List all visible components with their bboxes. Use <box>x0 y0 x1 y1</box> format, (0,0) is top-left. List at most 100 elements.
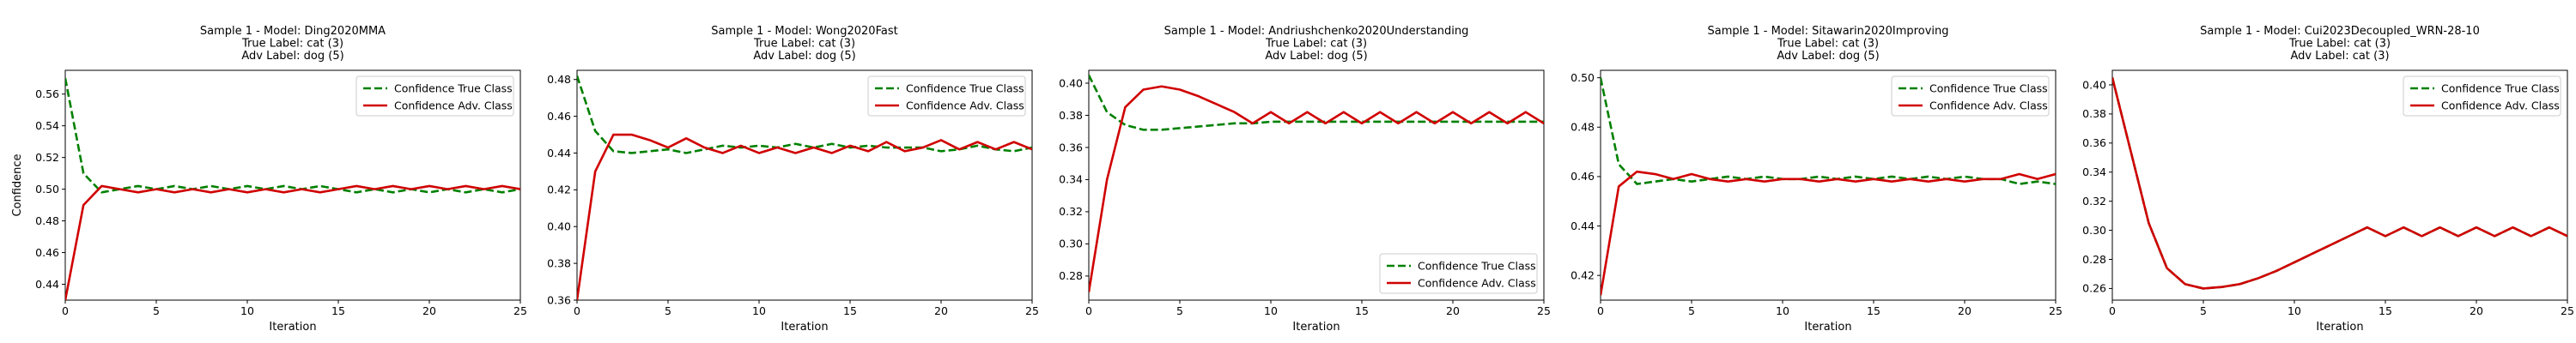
y-tick-label: 0.36 <box>547 293 571 306</box>
y-tick-label: 0.38 <box>1059 109 1083 122</box>
x-axis-label: Iteration <box>781 321 828 334</box>
chart-title-line-1: Sample 1 - Model: Andriushchenko2020Unde… <box>1164 25 1469 38</box>
chart-title-line-2: True Label: cat (3) <box>1777 38 1879 51</box>
y-tick-label: 0.34 <box>1059 173 1083 186</box>
x-tick-label: 5 <box>1688 304 1695 317</box>
y-tick-label: 0.44 <box>547 147 571 159</box>
y-tick-label: 0.48 <box>35 214 59 227</box>
y-tick-label: 0.32 <box>1059 205 1083 218</box>
y-tick-label: 0.46 <box>1571 170 1595 183</box>
legend-entry-true-class-label: Confidence True Class <box>1418 260 1536 273</box>
x-tick-label: 15 <box>843 304 857 317</box>
x-tick-label: 10 <box>752 304 766 317</box>
legend: Confidence True Class Confidence Adv. Cla… <box>1891 75 2050 117</box>
x-tick-label: 20 <box>934 304 948 317</box>
x-tick-label: 10 <box>1264 304 1278 317</box>
legend-entry-adv-class-label: Confidence Adv. Class <box>906 99 1024 112</box>
legend: Confidence True Class Confidence Adv. Cla… <box>1379 253 1538 294</box>
x-tick-label: 25 <box>1537 304 1551 317</box>
x-tick-label: 5 <box>665 304 671 317</box>
series-line-true-class <box>577 75 1032 154</box>
y-tick-label: 0.36 <box>1059 141 1083 153</box>
y-tick-label: 0.40 <box>547 220 571 233</box>
x-tick-label: 0 <box>574 304 580 317</box>
chart-title-line-3: Adv Label: dog (5) <box>241 50 343 63</box>
y-tick-label: 0.48 <box>547 73 571 86</box>
x-tick-label: 0 <box>1597 304 1604 317</box>
y-tick-label: 0.50 <box>35 183 59 196</box>
y-tick-label: 0.56 <box>35 87 59 100</box>
y-tick-label: 0.42 <box>547 184 571 196</box>
y-tick-label: 0.52 <box>35 151 59 164</box>
y-tick-label: 0.40 <box>2082 78 2106 91</box>
y-tick-label: 0.30 <box>1059 238 1083 250</box>
y-tick-label: 0.42 <box>1571 268 1595 281</box>
x-tick-label: 0 <box>62 304 69 317</box>
x-tick-label: 25 <box>1025 304 1039 317</box>
chart-title-line-3: Adv Label: dog (5) <box>1265 50 1367 63</box>
plot-frame <box>1600 69 2057 301</box>
y-tick-label: 0.44 <box>1571 220 1595 232</box>
x-tick-label: 0 <box>2109 304 2116 317</box>
plot-frame <box>2111 69 2568 301</box>
legend-entry-adv-class-label: Confidence Adv. Class <box>1418 277 1536 290</box>
chart-panel-3: Sample 1 - Model: Andriushchenko2020Unde… <box>1059 25 1551 334</box>
x-axis-label: Iteration <box>2316 321 2363 334</box>
x-tick-label: 15 <box>1355 304 1369 317</box>
y-tick-label: 0.54 <box>35 119 59 132</box>
legend-frame <box>1891 75 2050 117</box>
series-line-adv-class <box>2112 77 2567 290</box>
y-tick-label: 0.46 <box>35 246 59 259</box>
y-tick-label: 0.50 <box>1571 71 1595 84</box>
y-tick-label: 0.34 <box>2082 165 2106 178</box>
x-axis-label: Iteration <box>1292 321 1340 334</box>
y-tick-label: 0.26 <box>2082 282 2106 295</box>
y-tick-label: 0.28 <box>2082 253 2106 266</box>
chart-panel-5: Sample 1 - Model: Cui2023Decoupled_WRN-2… <box>2082 25 2574 334</box>
legend-frame <box>1379 253 1538 294</box>
y-tick-label: 0.48 <box>1571 121 1595 134</box>
y-tick-label: 0.46 <box>547 110 571 123</box>
chart-title-line-2: True Label: cat (3) <box>753 38 855 51</box>
legend: Confidence True Class Confidence Adv. Cla… <box>355 75 514 117</box>
legend-entry-true-class-label: Confidence True Class <box>2441 82 2560 95</box>
x-tick-label: 20 <box>1446 304 1460 317</box>
chart-title-line-1: Sample 1 - Model: Wong2020Fast <box>711 25 897 38</box>
chart-title-line-1: Sample 1 - Model: Ding2020MMA <box>200 25 386 38</box>
legend-entry-adv-class-label: Confidence Adv. Class <box>394 99 513 112</box>
chart-panel-4: Sample 1 - Model: Sitawarin2020Improving… <box>1571 25 2063 334</box>
legend-entry-adv-class-label: Confidence Adv. Class <box>2441 99 2560 112</box>
legend-frame <box>867 75 1026 117</box>
chart-title-line-3: Adv Label: cat (3) <box>2290 50 2389 63</box>
y-tick-label: 0.44 <box>35 278 59 291</box>
plot-frame <box>1088 69 1545 301</box>
legend: Confidence True Class Confidence Adv. Cla… <box>867 75 1026 117</box>
legend-entry-true-class-label: Confidence True Class <box>906 82 1024 95</box>
x-axis-label: Iteration <box>269 321 316 334</box>
x-tick-label: 10 <box>2287 304 2301 317</box>
x-tick-label: 25 <box>2049 304 2063 317</box>
chart-title-line-3: Adv Label: dog (5) <box>753 50 855 63</box>
plot-frame <box>64 69 521 301</box>
y-tick-label: 0.28 <box>1059 269 1083 282</box>
legend: Confidence True Class Confidence Adv. Cla… <box>2403 75 2561 117</box>
series-line-adv-class <box>1601 170 2056 296</box>
legend-frame <box>355 75 514 117</box>
legend-entry-true-class-label: Confidence True Class <box>394 82 513 95</box>
y-tick-label: 0.38 <box>547 256 571 269</box>
x-tick-label: 25 <box>2561 304 2574 317</box>
chart-title-line-1: Sample 1 - Model: Cui2023Decoupled_WRN-2… <box>2200 25 2480 38</box>
x-axis-label: Iteration <box>1804 321 1851 334</box>
series-line-adv-class <box>577 133 1032 300</box>
series-line-adv-class <box>65 184 520 300</box>
x-tick-label: 20 <box>1958 304 1971 317</box>
x-tick-label: 20 <box>422 304 436 317</box>
x-tick-label: 5 <box>2200 304 2207 317</box>
chart-title-line-3: Adv Label: dog (5) <box>1777 50 1879 63</box>
x-tick-label: 15 <box>1867 304 1880 317</box>
x-tick-label: 15 <box>2379 304 2392 317</box>
x-tick-label: 25 <box>513 304 527 317</box>
